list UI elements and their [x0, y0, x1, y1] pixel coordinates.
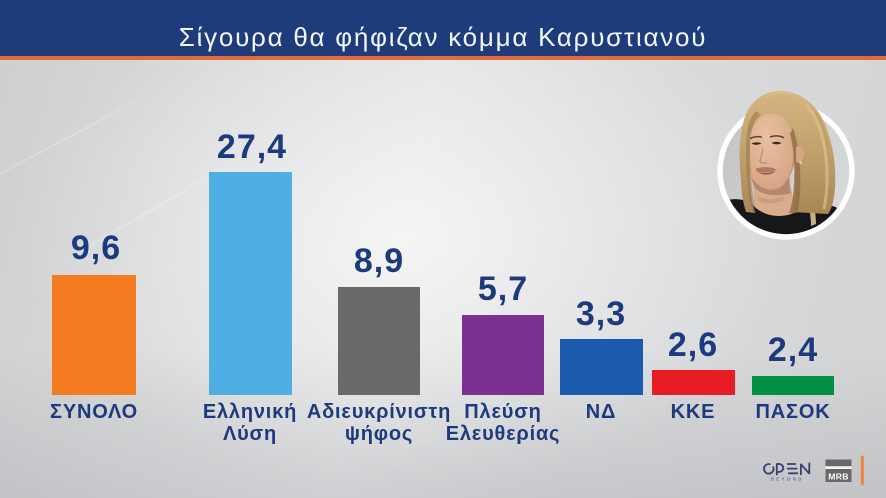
svg-text:BEYOND: BEYOND — [771, 477, 804, 482]
svg-text:MRB: MRB — [828, 472, 848, 482]
